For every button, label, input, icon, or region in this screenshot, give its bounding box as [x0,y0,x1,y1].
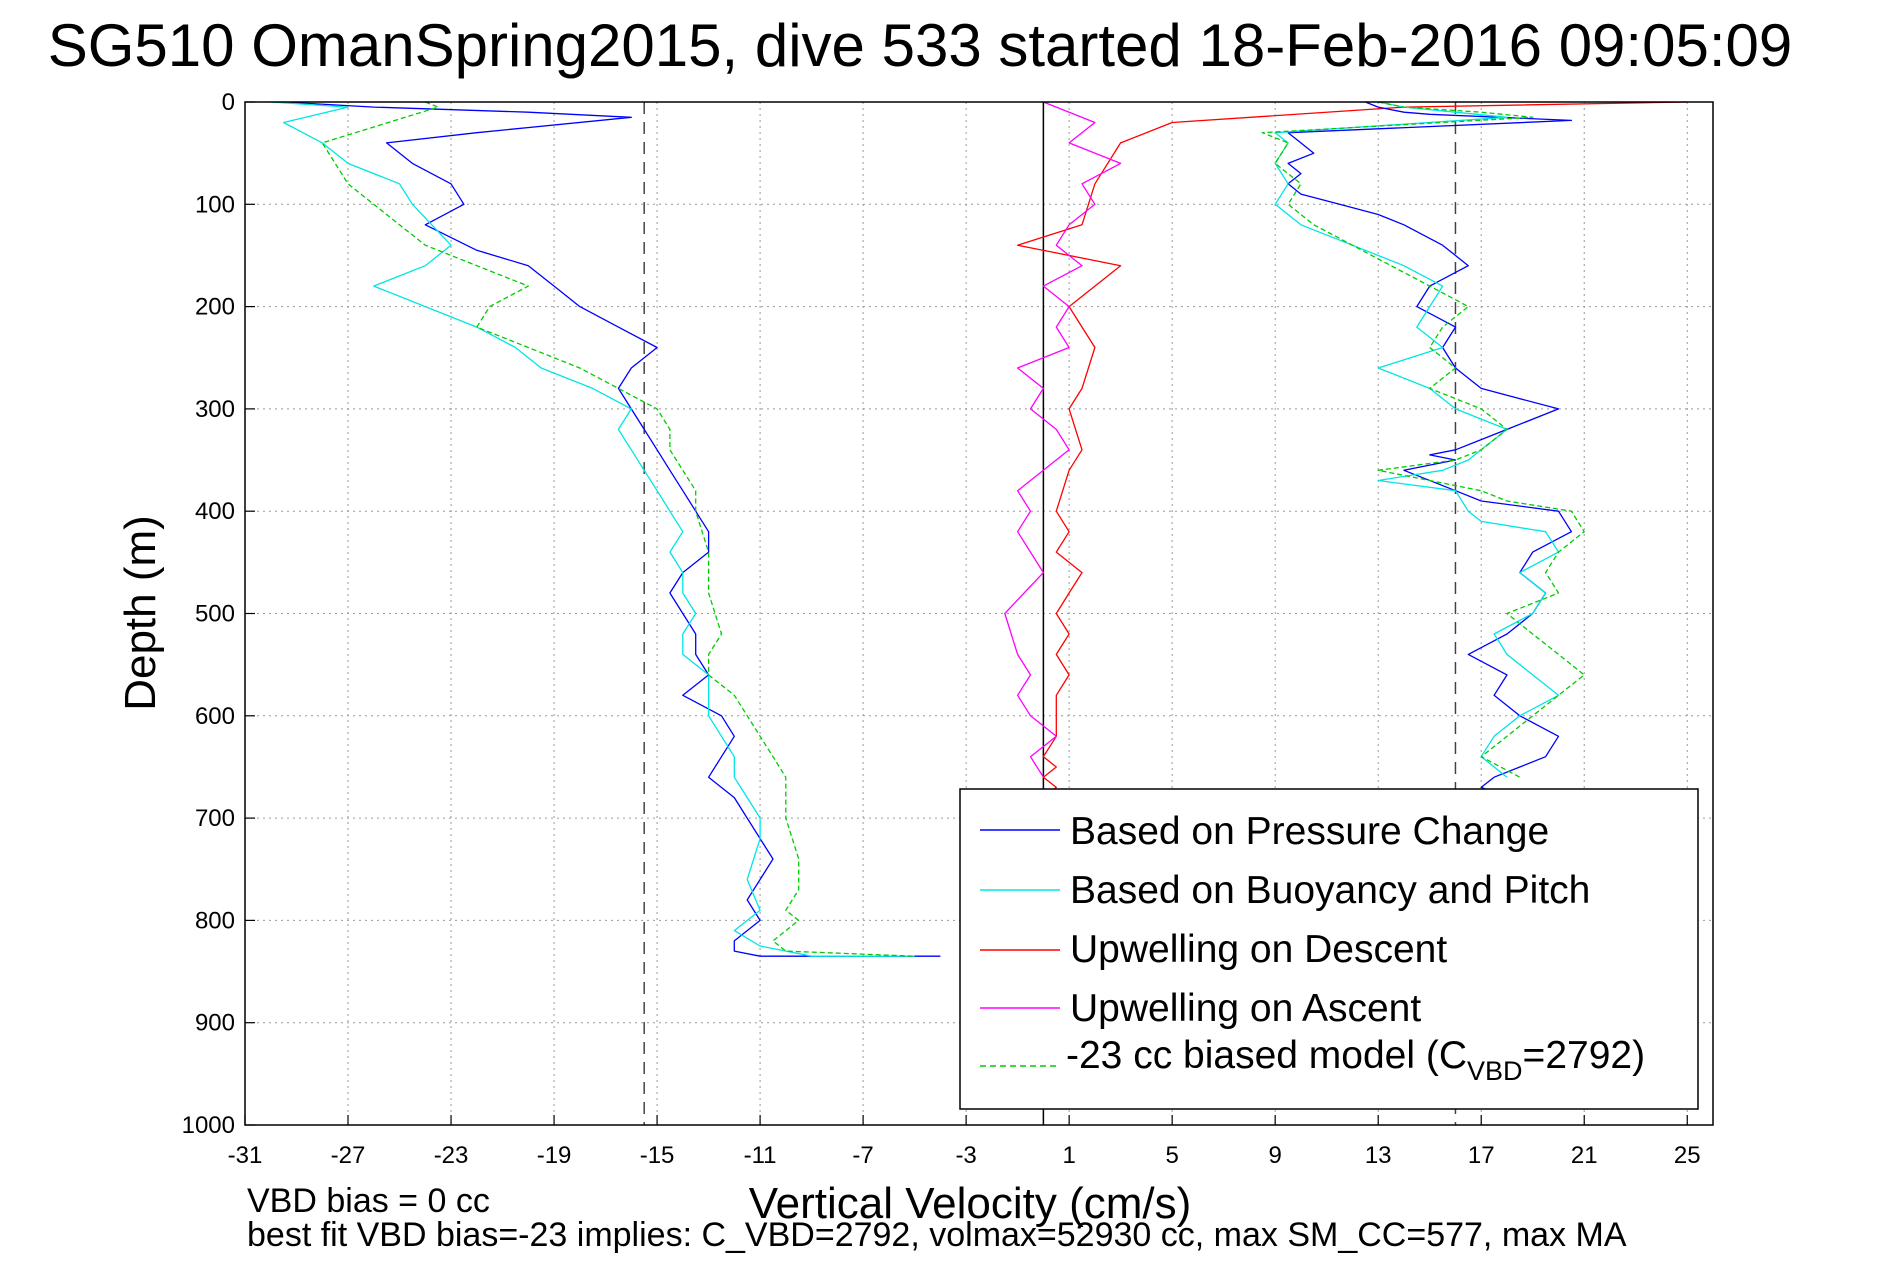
legend-label-model-sub: VBD [1467,1056,1523,1086]
y-tick-label: 900 [195,1010,235,1037]
y-tick-label: 100 [195,191,235,218]
x-tick-label: -11 [744,1142,777,1169]
y-axis-label: Depth (m) [116,515,165,711]
x-tick-label: -19 [537,1142,572,1169]
y-tick-label: 0 [222,89,235,116]
y-tick-label: 800 [195,907,235,934]
y-tick-label: 300 [195,396,235,423]
series-line-7 [1261,101,1585,778]
series-line-1 [270,101,915,957]
x-tick-label: -23 [434,1142,469,1169]
legend-label-descent: Upwelling on Descent [1070,928,1447,971]
x-ticks: -31 -27 -23 -19 -15 -11 -7 -3 1 5 9 13 17 21 25 [228,1115,1701,1169]
y-tick-label: 700 [195,805,235,832]
legend-label-model: -23 cc biased model (CVBD=2792) [1066,1034,1645,1086]
series-line-3 [1004,101,1122,778]
x-tick-label: -3 [955,1142,976,1169]
x-tick-label: 5 [1165,1142,1178,1169]
legend-label-ascent: Upwelling on Ascent [1070,987,1421,1030]
x-tick-label: -15 [640,1142,675,1169]
x-tick-label: 21 [1571,1142,1598,1169]
x-tick-label: 17 [1468,1142,1495,1169]
series-group [270,101,1688,957]
legend-label-model-prefix: -23 cc biased model (C [1066,1034,1467,1077]
legend-label-model-suffix: =2792) [1523,1034,1646,1077]
series-line-4 [321,101,915,957]
series-line-0 [283,101,941,957]
y-tick-label: 600 [195,703,235,730]
series-line-5 [1287,101,1573,901]
legend-label-pressure: Based on Pressure Change [1070,810,1549,853]
x-tick-label: 25 [1674,1142,1701,1169]
y-tick-label: 500 [195,601,235,628]
legend: Based on Pressure Change Based on Buoyan… [959,788,1699,1110]
x-tick-label: -31 [228,1142,263,1169]
x-axis-label: Vertical Velocity (cm/s) [749,1179,1192,1228]
x-tick-label: 1 [1062,1142,1075,1169]
annotation-line1: VBD bias = 0 cc [247,1182,490,1220]
y-tick-label: 200 [195,294,235,321]
x-tick-label: -7 [852,1142,873,1169]
x-tick-label: -27 [331,1142,366,1169]
legend-label-buoyancy: Based on Buoyancy and Pitch [1070,869,1590,912]
chart-title: SG510 OmanSpring2015, dive 533 started 1… [48,12,1793,79]
y-ticks: 0 100 200 300 400 500 600 700 800 900 1000 [182,89,255,1139]
y-tick-label: 400 [195,498,235,525]
y-tick-label: 1000 [182,1112,235,1139]
annotation-line2: best fit VBD bias=-23 implies: C_VBD=279… [247,1216,1627,1254]
x-tick-label: 9 [1268,1142,1281,1169]
x-tick-label: 13 [1365,1142,1392,1169]
legend-box [959,788,1699,1110]
